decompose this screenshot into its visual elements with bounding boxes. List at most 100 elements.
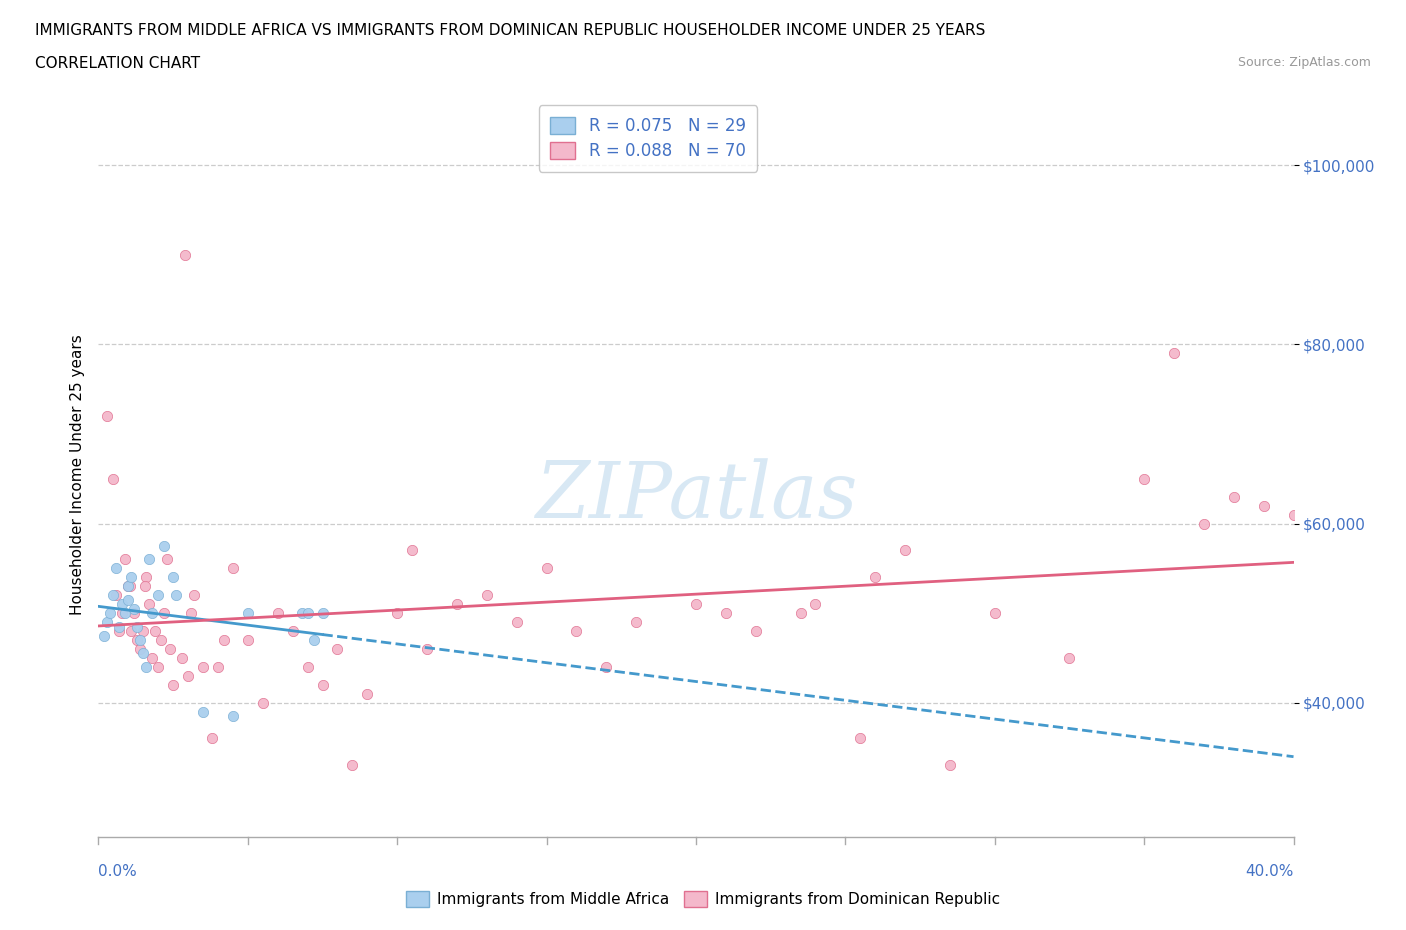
Point (177, 669, 200, 684)
Point (236, 605, 259, 620)
Point (595, 659, 617, 674)
Point (201, 731, 224, 746)
Text: 40.0%: 40.0% (1246, 864, 1294, 879)
Point (506, 615, 529, 630)
Point (302, 632, 325, 647)
Point (127, 619, 149, 634)
Point (135, 570, 157, 585)
Point (1163, 346, 1185, 361)
Point (401, 543, 423, 558)
Point (212, 632, 235, 647)
Point (162, 677, 184, 692)
Point (356, 686, 378, 701)
Point (150, 632, 173, 647)
Point (297, 605, 319, 620)
Point (124, 601, 146, 616)
Point (291, 605, 314, 620)
Point (117, 578, 139, 593)
Point (129, 642, 152, 657)
Point (416, 642, 439, 657)
Text: 0.0%: 0.0% (98, 864, 138, 879)
Point (789, 605, 811, 620)
Point (153, 538, 176, 553)
Point (148, 588, 170, 603)
Point (222, 709, 245, 724)
Point (108, 624, 131, 639)
Point (141, 605, 163, 620)
Point (111, 597, 134, 612)
Point (118, 578, 141, 593)
Point (894, 543, 917, 558)
Legend: R = 0.075   N = 29, R = 0.088   N = 70: R = 0.075 N = 29, R = 0.088 N = 70 (538, 105, 758, 172)
Point (939, 758, 962, 773)
Point (141, 650, 163, 665)
Point (120, 570, 142, 585)
Point (132, 646, 155, 661)
Point (156, 551, 179, 566)
Point (297, 659, 319, 674)
Point (174, 247, 197, 262)
Point (326, 642, 349, 657)
Point (111, 605, 134, 620)
Point (252, 696, 274, 711)
Point (191, 659, 214, 674)
Point (446, 597, 468, 612)
Text: ZIPatlas: ZIPatlas (534, 458, 858, 534)
Point (103, 472, 125, 486)
Point (1223, 489, 1246, 504)
Point (105, 588, 128, 603)
Point (165, 588, 187, 603)
Point (685, 597, 707, 612)
Point (222, 561, 245, 576)
Point (96, 615, 118, 630)
Point (159, 642, 181, 657)
Point (134, 578, 156, 593)
Point (129, 632, 152, 647)
Point (804, 597, 827, 612)
Point (105, 561, 128, 576)
Point (984, 605, 1007, 620)
Point (135, 659, 157, 674)
Point (1253, 498, 1275, 513)
Point (98, 605, 122, 620)
Point (1133, 472, 1156, 486)
Point (96, 408, 118, 423)
Text: Source: ZipAtlas.com: Source: ZipAtlas.com (1237, 56, 1371, 69)
Point (103, 588, 125, 603)
Legend: Immigrants from Middle Africa, Immigrants from Dominican Republic: Immigrants from Middle Africa, Immigrant… (399, 884, 1007, 913)
Point (117, 592, 139, 607)
Point (127, 632, 149, 647)
Point (565, 624, 588, 639)
Point (120, 624, 142, 639)
Point (132, 624, 155, 639)
Point (138, 597, 160, 612)
Point (849, 731, 872, 746)
Y-axis label: Householder Income Under 25 years: Householder Income Under 25 years (69, 334, 84, 615)
Point (138, 551, 160, 566)
Point (180, 605, 202, 620)
Point (108, 619, 131, 634)
Point (281, 624, 304, 639)
Point (117, 578, 139, 593)
Point (1059, 650, 1081, 665)
Point (236, 632, 259, 647)
Point (745, 624, 768, 639)
Text: CORRELATION CHART: CORRELATION CHART (35, 56, 200, 71)
Point (191, 704, 214, 719)
Point (183, 588, 205, 603)
Point (114, 605, 136, 620)
Point (162, 570, 184, 585)
Text: IMMIGRANTS FROM MIDDLE AFRICA VS IMMIGRANTS FROM DOMINICAN REPUBLIC HOUSEHOLDER : IMMIGRANTS FROM MIDDLE AFRICA VS IMMIGRA… (35, 23, 986, 38)
Point (148, 659, 170, 674)
Point (1282, 507, 1305, 522)
Point (311, 677, 333, 692)
Point (172, 650, 194, 665)
Point (114, 551, 136, 566)
Point (207, 659, 229, 674)
Point (267, 605, 290, 620)
Point (1192, 516, 1215, 531)
Point (385, 605, 409, 620)
Point (311, 605, 333, 620)
Point (342, 758, 364, 773)
Point (626, 615, 648, 630)
